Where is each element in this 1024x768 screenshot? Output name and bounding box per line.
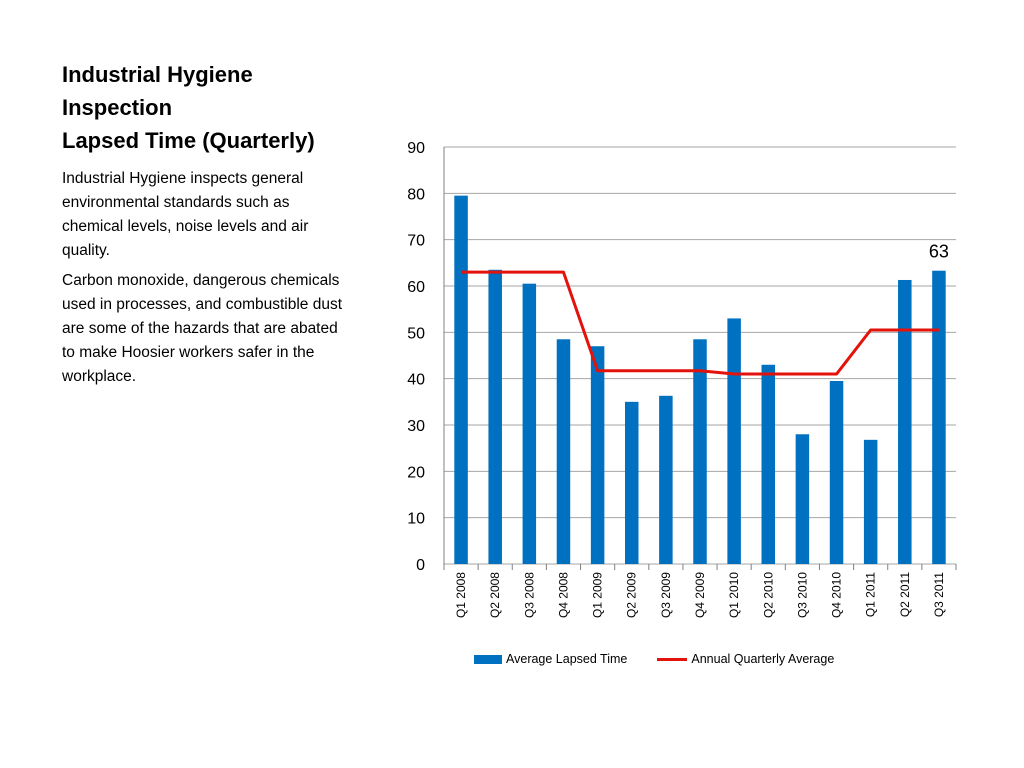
x-tick-label: Q3 2010 xyxy=(795,572,809,618)
x-tick-label: Q2 2010 xyxy=(761,572,775,618)
data-label-annotation: 63 xyxy=(929,242,949,262)
title-line-2: Inspection xyxy=(62,95,173,120)
x-tick-label: Q2 2009 xyxy=(625,572,639,618)
bar-q1-2009 xyxy=(590,346,605,564)
paragraph-1: Industrial Hygiene inspects general envi… xyxy=(62,170,309,259)
legend-bar-label: Average Lapsed Time xyxy=(506,652,628,666)
y-tick-label: 20 xyxy=(407,464,425,481)
bar-q4-2008 xyxy=(556,339,571,564)
y-tick-label: 50 xyxy=(407,325,425,342)
legend-item-line: Annual Quarterly Average xyxy=(657,652,834,666)
bar-q1-2011 xyxy=(863,439,878,564)
chart-legend: Average Lapsed Time Annual Quarterly Ave… xyxy=(474,652,864,666)
bar-q1-2010 xyxy=(727,318,741,564)
x-tick-label: Q3 2008 xyxy=(522,572,536,618)
body-text: Industrial Hygiene inspects general envi… xyxy=(62,167,354,395)
bar-q3-2011 xyxy=(932,270,946,564)
x-tick-label: Q4 2009 xyxy=(693,572,707,618)
y-tick-label: 40 xyxy=(407,372,425,389)
y-tick-label: 80 xyxy=(407,186,425,203)
x-tick-label: Q4 2008 xyxy=(556,572,570,618)
bar-q2-2011 xyxy=(898,279,912,564)
x-tick-label: Q2 2011 xyxy=(898,572,912,617)
x-tick-label: Q3 2009 xyxy=(659,572,673,618)
annual-average-line xyxy=(461,270,939,376)
slide-title: Industrial Hygiene Inspection Lapsed Tim… xyxy=(62,58,362,157)
x-tick-label: Q3 2011 xyxy=(932,572,946,617)
bar-q4-2009 xyxy=(693,339,707,564)
bar-q3-2010 xyxy=(795,434,810,564)
y-tick-label: 0 xyxy=(416,557,425,574)
x-tick-label: Q4 2010 xyxy=(830,572,844,618)
bar-q2-2010 xyxy=(761,364,776,564)
y-tick-label: 30 xyxy=(407,418,425,435)
x-tick-label: Q1 2010 xyxy=(727,572,741,618)
bar-q3-2009 xyxy=(659,395,673,564)
x-tick-label: Q1 2009 xyxy=(591,572,605,618)
legend-line-label: Annual Quarterly Average xyxy=(691,652,835,666)
bar-q4-2010 xyxy=(829,380,844,564)
bar-q2-2009 xyxy=(624,401,639,564)
y-tick-label: 90 xyxy=(407,140,425,157)
title-line-1: Industrial Hygiene xyxy=(62,62,253,87)
legend-item-bar: Average Lapsed Time xyxy=(474,652,627,666)
y-tick-label: 10 xyxy=(407,511,425,528)
legend-line-swatch xyxy=(657,657,688,661)
y-tick-label: 70 xyxy=(407,233,425,250)
bar-q2-2008 xyxy=(488,269,502,564)
title-line-3: Lapsed Time (Quarterly) xyxy=(62,128,315,153)
bar-q1-2008 xyxy=(454,195,468,564)
paragraph-2: Carbon monoxide, dangerous chemicals use… xyxy=(62,272,343,385)
legend-bar-swatch xyxy=(474,654,502,664)
y-tick-label: 60 xyxy=(407,279,425,296)
x-tick-label: Q2 2008 xyxy=(488,572,502,618)
bar-q3-2008 xyxy=(522,283,537,564)
x-tick-label: Q1 2011 xyxy=(864,572,878,617)
x-tick-label: Q1 2008 xyxy=(454,572,468,618)
